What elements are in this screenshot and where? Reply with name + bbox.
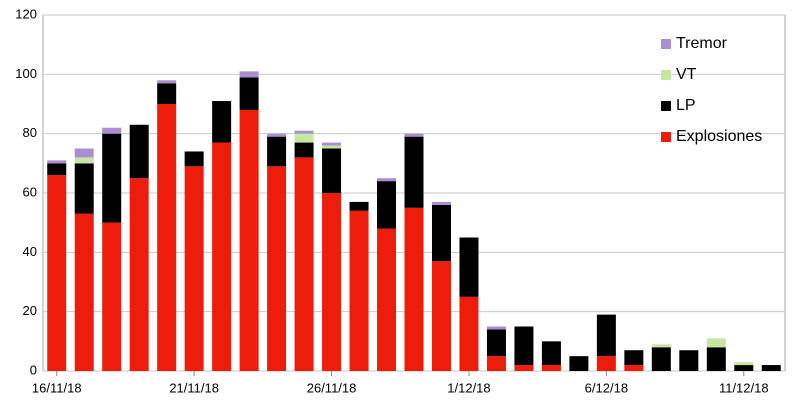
- bar-segment: [102, 127, 122, 134]
- bar-segment: [514, 365, 534, 371]
- bar-segment: [294, 157, 314, 371]
- bar-segment: [157, 80, 177, 84]
- x-tick-label: 11/12/18: [719, 380, 769, 395]
- bar-segment: [404, 207, 424, 371]
- bar-segment: [239, 77, 259, 110]
- bar-segment: [294, 142, 314, 158]
- bar-segment: [212, 142, 232, 371]
- bar-segment: [431, 261, 451, 371]
- bar-segment: [102, 133, 122, 223]
- y-tick-label: 100: [15, 66, 37, 81]
- bar-segment: [377, 181, 397, 229]
- y-tick-label: 120: [15, 6, 37, 21]
- bar-segment: [706, 338, 726, 348]
- bar-segment: [596, 356, 616, 371]
- bar-segment: [322, 193, 342, 371]
- legend-swatch: [661, 132, 671, 142]
- bar-segment: [486, 329, 506, 357]
- bar-segment: [47, 175, 67, 371]
- y-tick-label: 0: [30, 362, 37, 377]
- legend-label: VT: [676, 66, 697, 83]
- legend-label: Explosiones: [676, 128, 762, 145]
- y-tick-label: 80: [23, 125, 37, 140]
- bar-segment: [239, 71, 259, 78]
- bar-segment: [459, 237, 479, 297]
- bar-segment: [734, 362, 754, 366]
- bar-segment: [624, 350, 644, 366]
- bar-segment: [294, 133, 314, 143]
- bar-segment: [322, 148, 342, 193]
- bar-segment: [129, 178, 149, 371]
- bar-segment: [322, 142, 342, 146]
- bar-segment: [157, 83, 177, 104]
- bar-segment: [431, 201, 451, 205]
- bar-segment: [349, 201, 369, 211]
- bar-segment: [212, 101, 232, 143]
- bar-segment: [184, 151, 204, 167]
- bar-segment: [514, 326, 534, 366]
- bar-segment: [74, 148, 94, 158]
- bar-segment: [74, 213, 94, 371]
- bar-segment: [486, 356, 506, 371]
- bar-segment: [486, 326, 506, 330]
- bar-segment: [377, 228, 397, 371]
- bar-segment: [377, 178, 397, 182]
- bar-segment: [349, 210, 369, 371]
- bar-segment: [294, 130, 314, 134]
- bar-segment: [541, 341, 561, 366]
- bar-segment: [74, 157, 94, 164]
- bar-segment: [129, 124, 149, 179]
- bar-segment: [431, 204, 451, 262]
- legend: Explosiones LP VT Tremor: [661, 35, 762, 145]
- bar-segment: [267, 166, 287, 371]
- legend-label: Tremor: [676, 35, 728, 52]
- bar-segment: [404, 136, 424, 208]
- y-tick-label: 40: [23, 244, 37, 259]
- bar-segment: [651, 347, 671, 371]
- bar-segment: [267, 133, 287, 137]
- bar-segment: [569, 356, 589, 371]
- bar-segment: [624, 365, 644, 371]
- bar-segment: [47, 163, 67, 176]
- legend-swatch: [661, 39, 671, 49]
- y-tick-label: 60: [23, 184, 37, 199]
- legend-swatch: [661, 70, 671, 80]
- legend-label: LP: [676, 97, 696, 114]
- x-tick-label: 26/11/18: [307, 380, 357, 395]
- x-tick-label: 1/12/18: [447, 380, 490, 395]
- bar-segment: [761, 365, 781, 371]
- bar-segment: [184, 166, 204, 371]
- bar-segment: [157, 104, 177, 371]
- bar-segment: [47, 160, 67, 164]
- bar-segment: [651, 344, 671, 348]
- x-tick-label: 21/11/18: [169, 380, 219, 395]
- legend-swatch: [661, 101, 671, 111]
- bar-segment: [74, 163, 94, 214]
- bar-segment: [734, 365, 754, 371]
- y-tick-label: 20: [23, 303, 37, 318]
- x-tick-label: 6/12/18: [585, 380, 628, 395]
- bar-segment: [102, 222, 122, 371]
- bar-segment: [404, 133, 424, 137]
- bar-segment: [267, 136, 287, 167]
- bar-segment: [596, 314, 616, 357]
- bar-segment: [541, 365, 561, 371]
- bar-segment: [679, 350, 699, 371]
- bar-segment: [459, 296, 479, 371]
- bar-segment: [239, 109, 259, 371]
- bar-segment: [706, 347, 726, 371]
- bar-segment: [322, 145, 342, 149]
- x-tick-label: 16/11/18: [32, 380, 82, 395]
